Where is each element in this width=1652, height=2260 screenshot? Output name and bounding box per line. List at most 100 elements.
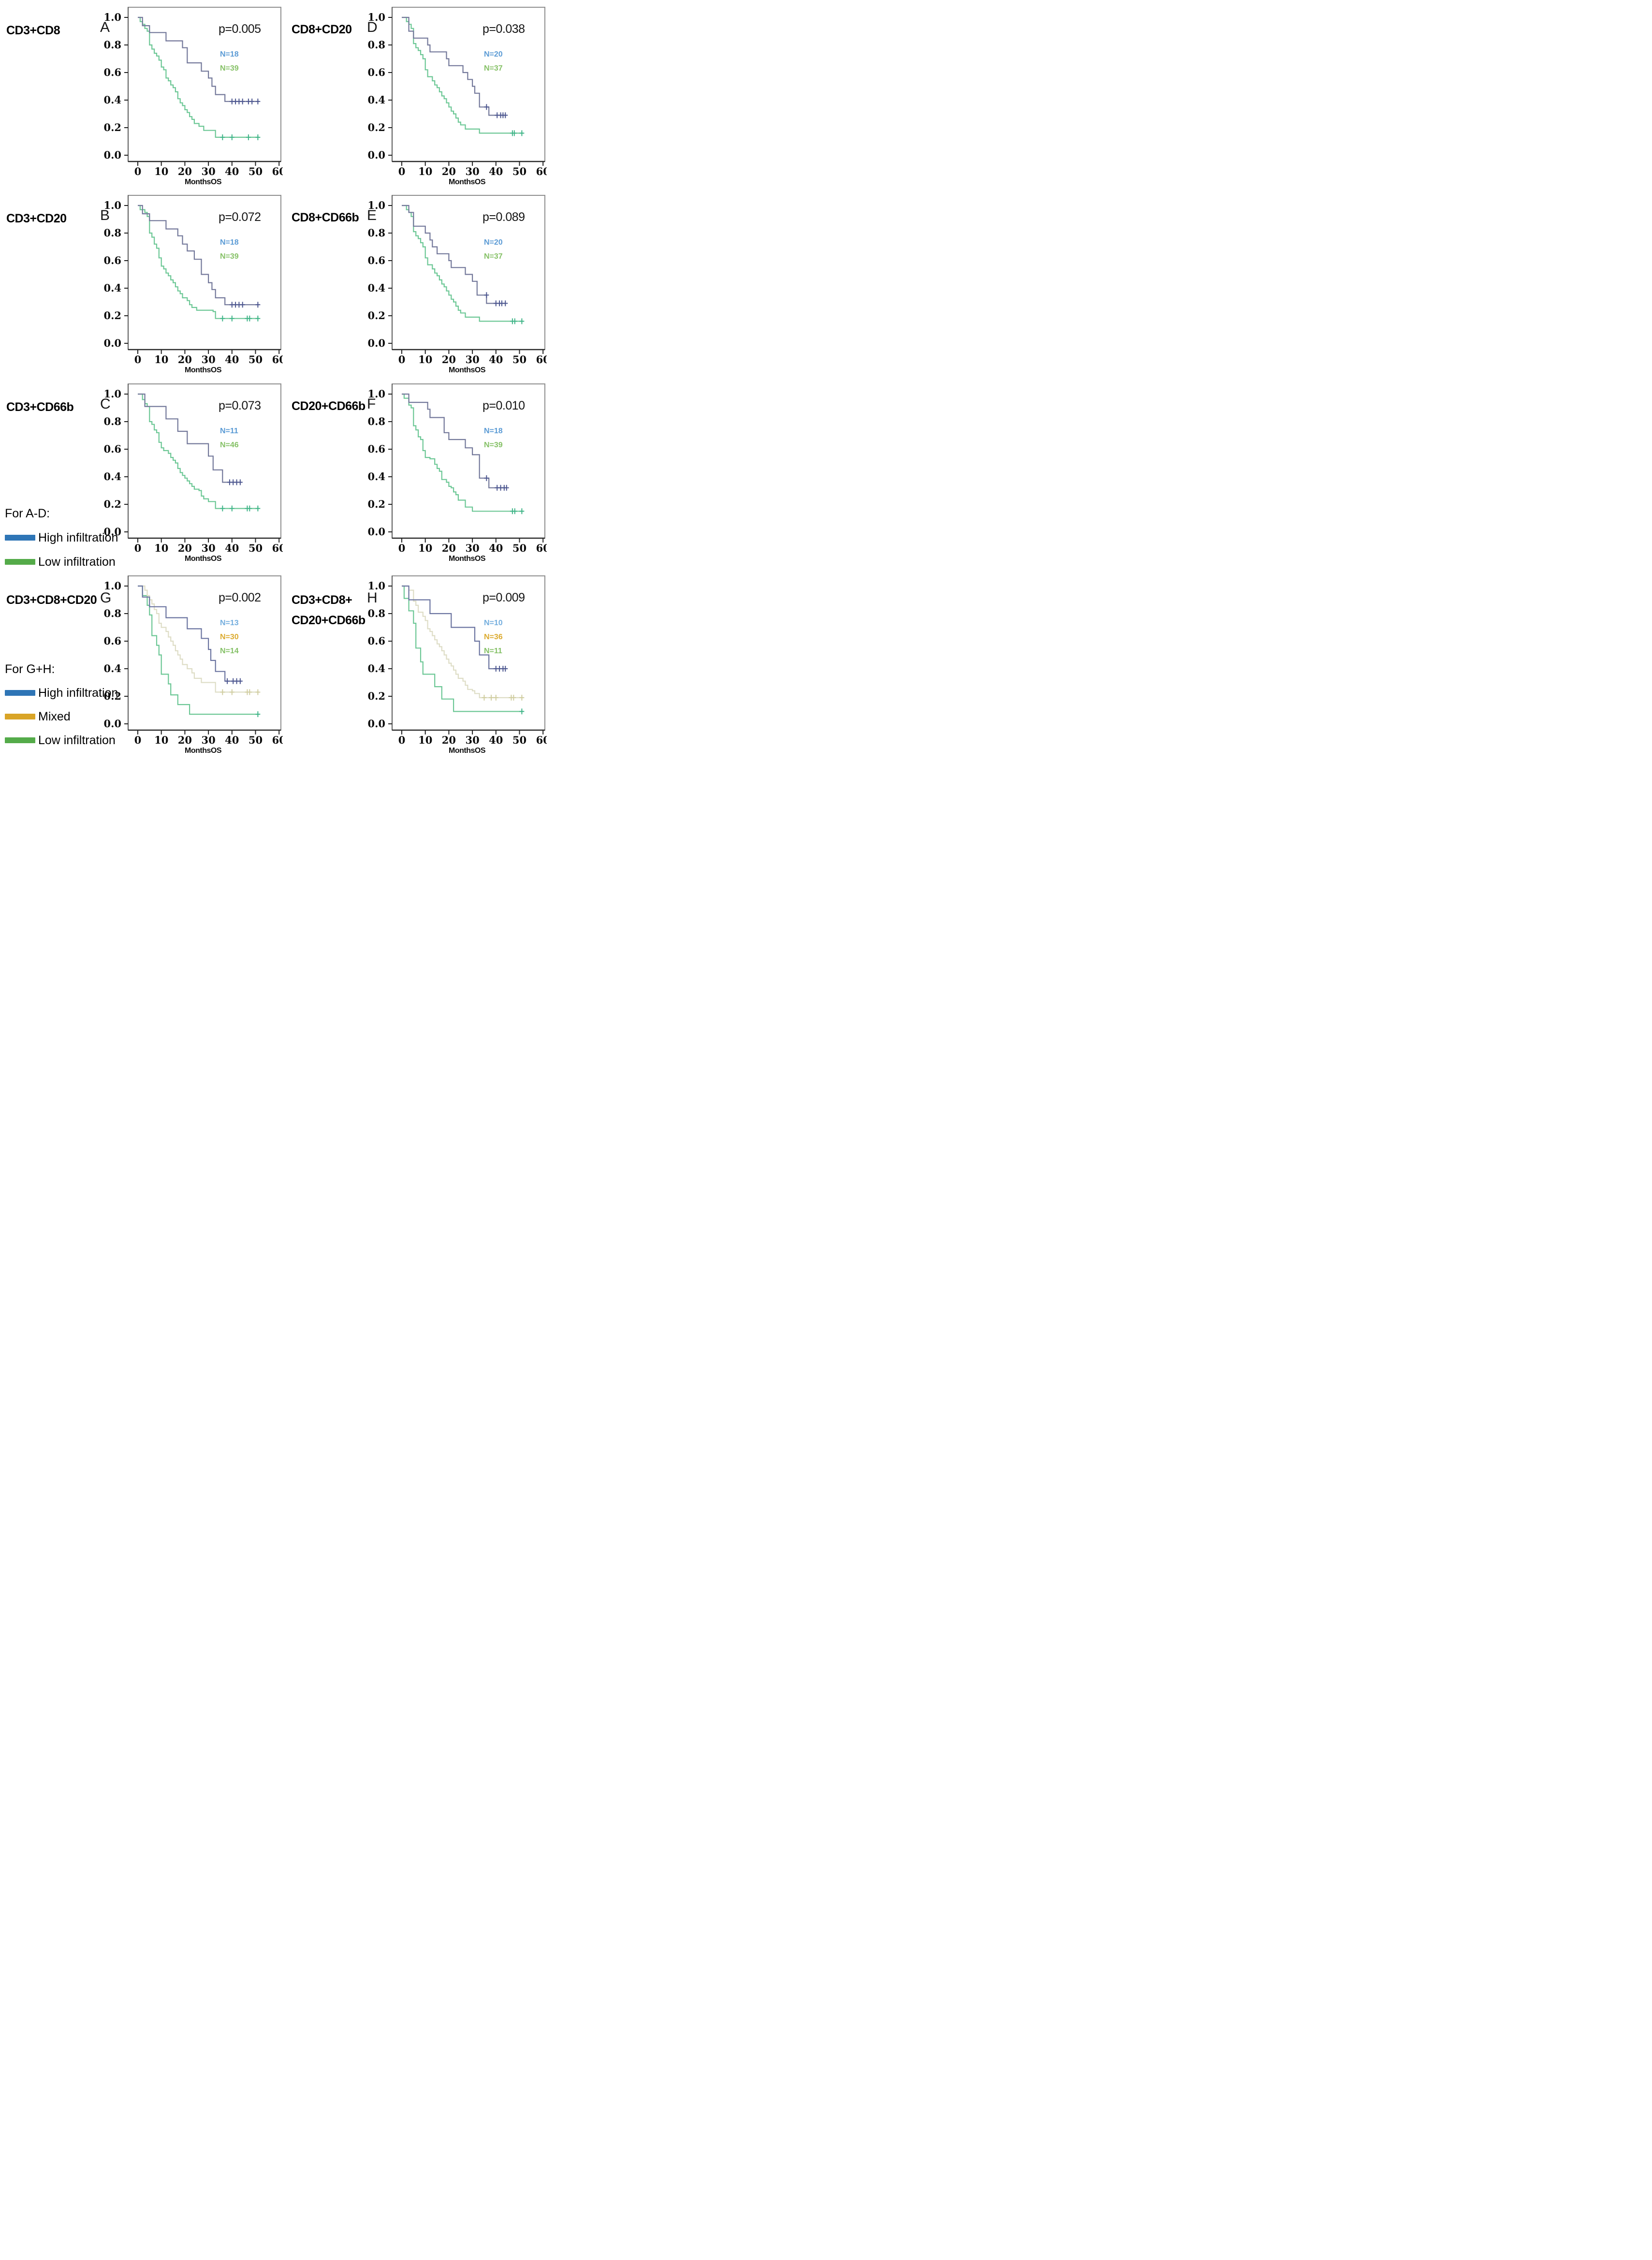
x-tick-label: 20	[442, 542, 456, 554]
survival-curve-high-infiltration	[138, 585, 242, 682]
survival-curve-low-infiltration	[402, 585, 523, 712]
x-tick-label: 10	[418, 542, 432, 554]
legend-item-label: High infiltration	[38, 686, 118, 700]
n-count-label: N=10	[484, 619, 503, 627]
panel-letter: H	[367, 590, 378, 606]
y-tick-label: 0.8	[367, 39, 385, 51]
survival-curve-low-infiltration	[138, 205, 259, 319]
x-tick-label: 30	[465, 165, 479, 177]
x-tick-label: 40	[489, 353, 503, 366]
x-axis-title: MonthsOS	[449, 178, 486, 186]
n-count-label: N=20	[484, 238, 503, 247]
panel-H: CD3+CD8+ CD20+CD66b H 0 10 20 30 40 50 60 1.0 0.…	[277, 565, 554, 753]
km-plot: 0 10 20 30 40 50 60 1.0 0.8 0.6 0.4 0.2 0.0 MonthsOS p…	[367, 7, 547, 186]
x-tick-label: 60	[272, 353, 283, 366]
legend-for-a-d: For A-D: High infiltration Low infiltrat…	[5, 506, 118, 570]
y-tick-label: 0.2	[103, 498, 121, 510]
y-tick-label: 0.0	[103, 526, 121, 538]
survival-curve-low-infiltration	[138, 16, 259, 138]
y-tick-label: 0.8	[367, 227, 385, 239]
survival-curve-mixed	[402, 585, 523, 698]
x-tick-label: 20	[442, 734, 456, 746]
survival-curve-high-infiltration	[138, 393, 242, 483]
y-tick-label: 1.0	[367, 388, 385, 400]
n-count-label: N=18	[484, 427, 503, 435]
x-tick-label: 60	[536, 542, 547, 554]
km-plot: 0 10 20 30 40 50 60 1.0 0.8 0.6 0.4 0.2 0.0 MonthsOS p…	[103, 383, 283, 563]
survival-curve-high-infiltration	[402, 393, 506, 488]
y-tick-label: 0.0	[103, 337, 121, 349]
p-value: p=0.072	[219, 210, 261, 224]
panel-B: CD3+CD20 B 0 10 20 30 40 50 60 1.0 0.8 0.6 0.4 0.2 0…	[0, 188, 283, 376]
survival-curve-high-infiltration	[402, 205, 506, 304]
p-value: p=0.005	[219, 22, 261, 36]
x-tick-label: 0	[398, 353, 406, 366]
low-infiltration-swatch	[5, 559, 35, 565]
y-tick-label: 0.2	[103, 309, 121, 322]
panel-letter: A	[100, 19, 110, 35]
legend-item-high-infiltration: High infiltration	[5, 685, 118, 701]
y-tick-label: 1.0	[367, 580, 385, 592]
x-tick-label: 30	[201, 734, 215, 746]
panel-title: CD8+CD20	[292, 23, 352, 36]
y-tick-label: 1.0	[367, 11, 385, 23]
panel-title: CD3+CD66b	[6, 400, 74, 414]
legend-title: For G+H:	[5, 662, 55, 676]
y-tick-label: 0.2	[103, 690, 121, 702]
y-tick-label: 0.0	[103, 718, 121, 730]
y-tick-label: 0.4	[367, 94, 385, 106]
legend-title: For A-D:	[5, 507, 50, 520]
x-tick-label: 50	[249, 734, 263, 746]
x-tick-label: 50	[512, 542, 526, 554]
km-plot: 0 10 20 30 40 50 60 1.0 0.8 0.6 0.4 0.2 0.0 MonthsOS p…	[367, 383, 547, 563]
x-tick-label: 20	[178, 542, 192, 554]
n-count-label: N=46	[220, 441, 239, 449]
panel-title: CD20+CD66b	[292, 399, 365, 413]
n-count-label: N=30	[220, 633, 239, 641]
x-tick-label: 60	[272, 542, 283, 554]
x-tick-label: 10	[154, 353, 168, 366]
x-tick-label: 0	[134, 734, 142, 746]
panel-title: CD8+CD66b	[292, 211, 359, 224]
panel-letter: G	[100, 590, 112, 606]
panel-E: CD8+CD66b E 0 10 20 30 40 50 60 1.0 0.8 0.6 0.4 0.2…	[277, 188, 554, 376]
y-tick-label: 0.4	[367, 282, 385, 294]
x-tick-label: 60	[536, 734, 547, 746]
y-tick-label: 0.4	[103, 470, 121, 483]
n-count-label: N=14	[220, 647, 239, 655]
panel-letter: F	[367, 396, 376, 412]
y-tick-label: 0.0	[103, 149, 121, 161]
survival-curve-high-infiltration	[402, 16, 506, 116]
x-tick-label: 40	[489, 542, 503, 554]
n-count-label: N=20	[484, 50, 503, 59]
x-tick-label: 30	[201, 542, 215, 554]
y-tick-label: 0.4	[103, 662, 121, 675]
y-tick-label: 0.2	[367, 498, 385, 510]
x-tick-label: 0	[398, 542, 406, 554]
x-tick-label: 50	[512, 165, 526, 177]
x-axis-title: MonthsOS	[185, 747, 222, 753]
x-axis-title: MonthsOS	[449, 555, 486, 563]
y-tick-label: 0.4	[103, 282, 121, 294]
x-tick-label: 10	[154, 165, 168, 177]
y-tick-label: 1.0	[103, 199, 121, 211]
x-tick-label: 60	[272, 734, 283, 746]
x-tick-label: 40	[225, 165, 239, 177]
n-count-label: N=18	[220, 50, 239, 59]
x-tick-label: 10	[154, 734, 168, 746]
x-tick-label: 30	[201, 165, 215, 177]
y-tick-label: 0.8	[367, 607, 385, 619]
x-tick-label: 40	[489, 734, 503, 746]
survival-curve-high-infiltration	[138, 16, 259, 102]
y-tick-label: 0.6	[367, 254, 385, 266]
legend-item-label: Low infiltration	[38, 555, 116, 569]
survival-curve-low-infiltration	[402, 205, 523, 322]
n-count-label: N=13	[220, 619, 239, 627]
x-tick-label: 60	[272, 165, 283, 177]
km-plot: 0 10 20 30 40 50 60 1.0 0.8 0.6 0.4 0.2 0.0 MonthsOS p…	[103, 575, 283, 753]
x-tick-label: 10	[418, 734, 432, 746]
high-infiltration-swatch	[5, 535, 35, 541]
y-tick-label: 0.0	[367, 526, 385, 538]
x-tick-label: 50	[249, 353, 263, 366]
x-axis-title: MonthsOS	[449, 366, 486, 374]
